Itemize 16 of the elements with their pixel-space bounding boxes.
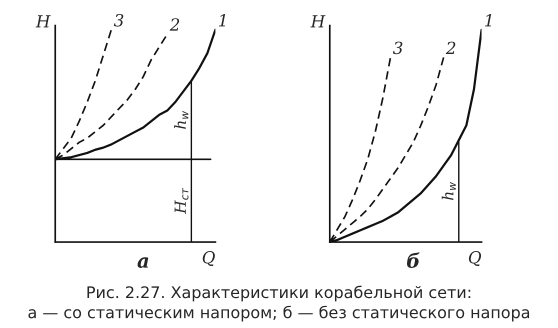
annotation: H$_{ст}$ (174, 188, 188, 214)
annotation: h$_{w}$ (174, 110, 188, 129)
series-label: 3 (114, 14, 124, 27)
text: б (406, 252, 420, 268)
x-axis-title: Q (468, 251, 482, 266)
series-label: 2 (170, 18, 180, 31)
series-label: 1 (484, 14, 492, 26)
y-axis-title: H (310, 15, 326, 28)
text: а (138, 257, 148, 268)
series-label: 2 (446, 42, 456, 54)
series-label: 1 (218, 14, 226, 26)
x-axis-title: Q (202, 251, 215, 266)
annotation: h$_{w}$ (442, 182, 456, 200)
series-label: 3 (392, 42, 402, 54)
y-axis-title: H (36, 15, 51, 28)
text: Рис. 2.27. Характеристики корабельной сети: а — со статическим напором; б — без статического напора (28, 286, 530, 322)
